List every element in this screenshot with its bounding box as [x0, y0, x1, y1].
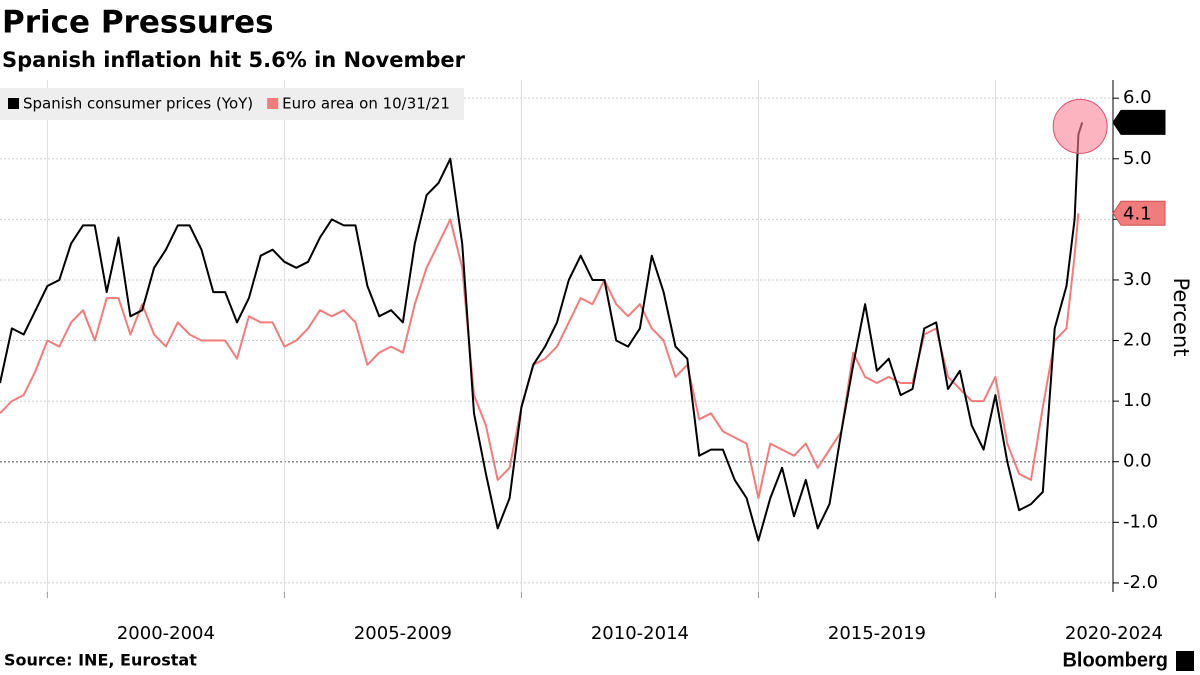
legend-swatch: [8, 98, 19, 109]
x-tick-label: 2005-2009: [354, 623, 452, 644]
chart-title: Price Pressures: [2, 5, 274, 41]
end-label: 4.1: [1123, 203, 1152, 224]
series-line: [0, 122, 1084, 542]
end-tag: [1112, 109, 1166, 135]
series-line: [0, 213, 1080, 500]
brand: Bloomberg: [1062, 649, 1168, 671]
legend-label: Spanish consumer prices (YoY): [23, 95, 253, 113]
x-tick-label: 2010-2014: [591, 623, 689, 644]
y-tick-label: -2.0: [1123, 572, 1158, 593]
y-tick-label: 0.0: [1123, 451, 1152, 472]
legend-label: Euro area on 10/31/21: [282, 95, 450, 113]
highlight: [1052, 98, 1108, 154]
y-tick-label: -1.0: [1123, 511, 1158, 532]
y-tick-label: 2.0: [1123, 330, 1152, 351]
y-tick-label: 1.0: [1123, 390, 1152, 411]
y-tick-label: 3.0: [1123, 269, 1152, 290]
source: Source: INE, Eurostat: [4, 651, 197, 670]
y-tick-label: 6.0: [1123, 87, 1152, 108]
y-axis-label: Percent: [1169, 277, 1193, 356]
x-tick-label: 2015-2019: [828, 623, 926, 644]
end-label: 5.6: [1123, 112, 1152, 133]
chart-subtitle: Spanish inflation hit 5.6% in November: [2, 48, 466, 72]
x-tick-label: 2020-2024: [1065, 623, 1163, 644]
x-tick-label: 2000-2004: [117, 623, 215, 644]
legend-swatch: [267, 98, 279, 109]
end-tag: [1112, 200, 1166, 226]
brand-icon: [1176, 651, 1194, 671]
y-tick-label: 5.0: [1123, 148, 1152, 169]
legend-box: [0, 88, 464, 120]
legend: Spanish consumer prices (YoY) Euro area o…: [0, 88, 464, 120]
